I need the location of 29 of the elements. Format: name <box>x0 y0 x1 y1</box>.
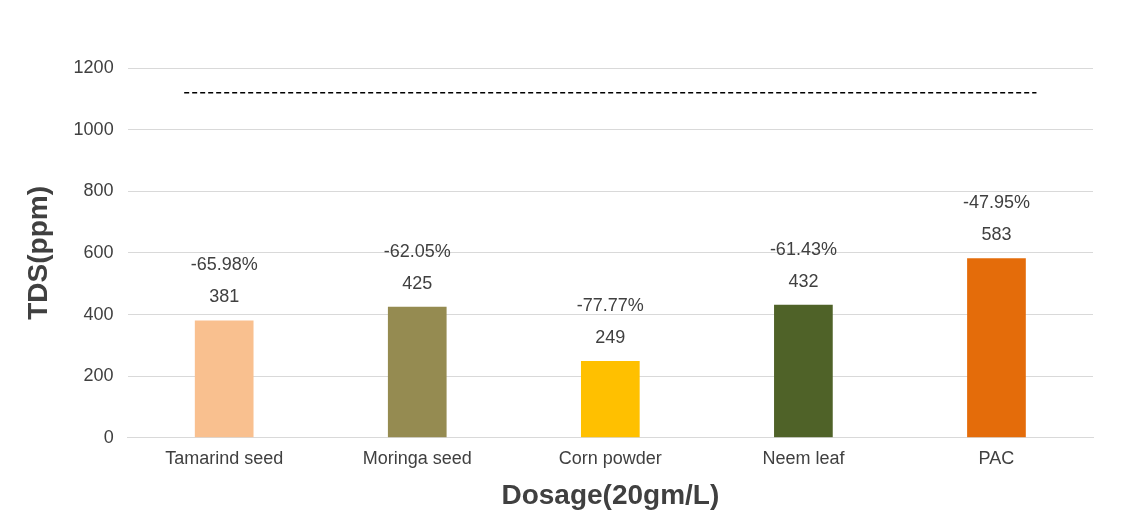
annotation: -47.95% <box>962 192 1030 213</box>
data-label: 249 <box>595 327 626 348</box>
data-label: 381 <box>209 286 240 307</box>
annotation: -62.05% <box>383 240 451 261</box>
x-tick-label: Corn powder <box>558 447 662 468</box>
x-tick-label: Neem leaf <box>762 447 846 468</box>
y-tick-label: 0 <box>103 426 114 447</box>
x-tick-label: Tamarind seed <box>165 447 284 468</box>
y-tick-label: 600 <box>83 241 114 262</box>
y-tick-label: 800 <box>83 180 114 201</box>
annotation: -77.77% <box>576 295 644 316</box>
bar <box>387 306 447 438</box>
data-label: 425 <box>402 272 433 293</box>
y-tick-label: 200 <box>83 365 114 386</box>
bar <box>774 304 833 438</box>
x-axis-title: Dosage(20gm/L) <box>501 478 720 510</box>
data-label: 432 <box>788 270 819 291</box>
x-tick-label: Moringa seed <box>362 447 472 468</box>
annotation: -65.98% <box>190 254 258 275</box>
y-tick-label: 400 <box>83 303 114 324</box>
y-tick-label: 1200 <box>73 56 114 77</box>
x-tick-label: PAC <box>978 447 1015 468</box>
data-label: 583 <box>981 224 1012 245</box>
y-tick-label: 1000 <box>73 118 114 139</box>
annotation: -61.43% <box>769 238 837 259</box>
bar <box>194 320 254 438</box>
y-axis-title: TDS(ppm) <box>21 186 53 320</box>
bar <box>967 258 1026 438</box>
bar <box>580 361 640 438</box>
